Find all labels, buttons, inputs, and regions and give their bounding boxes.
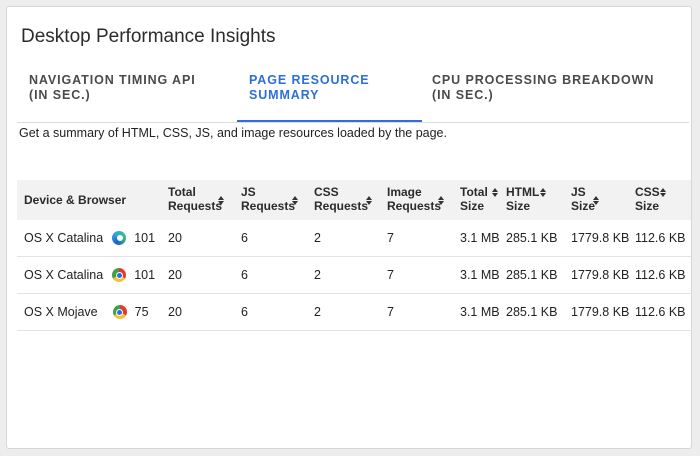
summary-description: Get a summary of HTML, CSS, JS, and imag… <box>19 126 447 140</box>
css-requests-cell: 2 <box>314 268 321 282</box>
column-header-label-line2: Size <box>635 199 660 213</box>
column-header-label-line2: Requests <box>168 199 223 213</box>
js-size-cell: 1779.8 KB <box>571 305 630 319</box>
sort-icon[interactable] <box>660 188 666 198</box>
column-header-label-line2: Size <box>506 199 531 213</box>
css-size-cell: 112.6 KB <box>635 268 686 282</box>
css-requests-cell: 2 <box>314 231 321 245</box>
device-name: OS X Catalina <box>24 268 104 282</box>
device-name: OS X Catalina <box>24 231 104 245</box>
sort-icon[interactable] <box>492 188 498 198</box>
sort-icon[interactable] <box>593 196 599 206</box>
js-size-cell: 1779.8 KB <box>571 268 630 282</box>
device-browser-cell: OS X Catalina 101 <box>24 257 164 293</box>
column-header-label-line1: CSS <box>314 185 339 199</box>
tab-bar: NAVIGATION TIMING API (in sec.) PAGE RES… <box>7 73 691 123</box>
js-requests-cell: 6 <box>241 305 248 319</box>
css-requests-cell: 2 <box>314 305 321 319</box>
column-header-js-size[interactable]: JS Size <box>571 185 595 213</box>
column-header-label: Device & Browser <box>24 193 127 207</box>
total-requests-cell: 20 <box>168 268 182 282</box>
column-header-label-line1: Total <box>168 185 196 199</box>
sort-icon[interactable] <box>366 196 372 206</box>
column-header-html-size[interactable]: HTML Size <box>506 185 539 213</box>
tab-page-resource-summary[interactable]: PAGE RESOURCE SUMMARY <box>249 73 370 102</box>
total-requests-cell: 20 <box>168 305 182 319</box>
css-size-cell: 112.6 KB <box>635 231 686 245</box>
chrome-icon <box>112 268 127 282</box>
column-header-label-line1: JS <box>241 185 256 199</box>
html-size-cell: 285.1 KB <box>506 231 558 245</box>
image-requests-cell: 7 <box>387 268 394 282</box>
column-header-total-size[interactable]: Total Size <box>460 185 488 213</box>
image-requests-cell: 7 <box>387 305 394 319</box>
total-requests-cell: 20 <box>168 231 182 245</box>
column-header-label-line2: Requests <box>241 199 296 213</box>
browser-version: 101 <box>134 268 156 282</box>
tab-navigation-timing[interactable]: NAVIGATION TIMING API (in sec.) <box>29 73 196 102</box>
column-header-total-requests[interactable]: Total Requests <box>168 185 222 213</box>
css-size-cell: 112.6 KB <box>635 305 686 319</box>
sort-icon[interactable] <box>540 188 546 198</box>
active-tab-indicator <box>237 120 422 123</box>
js-requests-cell: 6 <box>241 231 248 245</box>
browser-version: 75 <box>134 305 149 319</box>
device-name: OS X Mojave <box>24 305 98 319</box>
column-header-label-line2: Size <box>571 199 596 213</box>
performance-insights-panel: Desktop Performance Insights NAVIGATION … <box>6 6 692 449</box>
total-size-cell: 3.1 MB <box>460 231 500 245</box>
js-requests-cell: 6 <box>241 268 248 282</box>
column-header-label-line1: Total <box>460 185 488 199</box>
device-browser-cell: OS X Catalina 101 <box>24 220 164 256</box>
table-row: OS X Mojave 75 20 6 2 7 3.1 MB 285.1 KB … <box>17 294 691 331</box>
chrome-icon <box>112 305 127 319</box>
column-header-label-line1: Image <box>387 185 422 199</box>
html-size-cell: 285.1 KB <box>506 305 558 319</box>
column-header-label-line2: Size <box>460 199 485 213</box>
column-header-label-line1: CSS <box>635 185 660 199</box>
image-requests-cell: 7 <box>387 231 394 245</box>
column-header-label-line2: Requests <box>314 199 369 213</box>
column-header-js-requests[interactable]: JS Requests <box>241 185 295 213</box>
tab-cpu-processing-breakdown[interactable]: CPU PROCESSING BREAKDOWN (in sec.) <box>432 73 655 102</box>
table-row: OS X Catalina 101 20 6 2 7 3.1 MB 285.1 … <box>17 220 691 257</box>
sort-icon[interactable] <box>438 196 444 206</box>
column-header-image-requests[interactable]: Image Requests <box>387 185 441 213</box>
tab-divider <box>17 122 689 123</box>
table-row: OS X Catalina 101 20 6 2 7 3.1 MB 285.1 … <box>17 257 691 294</box>
total-size-cell: 3.1 MB <box>460 305 500 319</box>
column-header-label-line1: HTML <box>506 185 540 199</box>
js-size-cell: 1779.8 KB <box>571 231 630 245</box>
html-size-cell: 285.1 KB <box>506 268 558 282</box>
column-header-label-line1: JS <box>571 185 586 199</box>
column-header-label-line2: Requests <box>387 199 442 213</box>
sort-icon[interactable] <box>218 196 224 206</box>
column-header-css-requests[interactable]: CSS Requests <box>314 185 368 213</box>
device-browser-cell: OS X Mojave 75 <box>24 294 164 330</box>
total-size-cell: 3.1 MB <box>460 268 500 282</box>
edge-icon <box>112 231 127 245</box>
panel-title: Desktop Performance Insights <box>21 26 276 47</box>
column-header-device-browser[interactable]: Device & Browser <box>24 193 126 207</box>
sort-icon[interactable] <box>292 196 298 206</box>
resource-table: Device & Browser Total Requests JS Reque… <box>17 180 691 331</box>
browser-version: 101 <box>134 231 156 245</box>
column-header-css-size[interactable]: CSS Size <box>635 185 660 213</box>
table-header-row: Device & Browser Total Requests JS Reque… <box>17 180 691 220</box>
